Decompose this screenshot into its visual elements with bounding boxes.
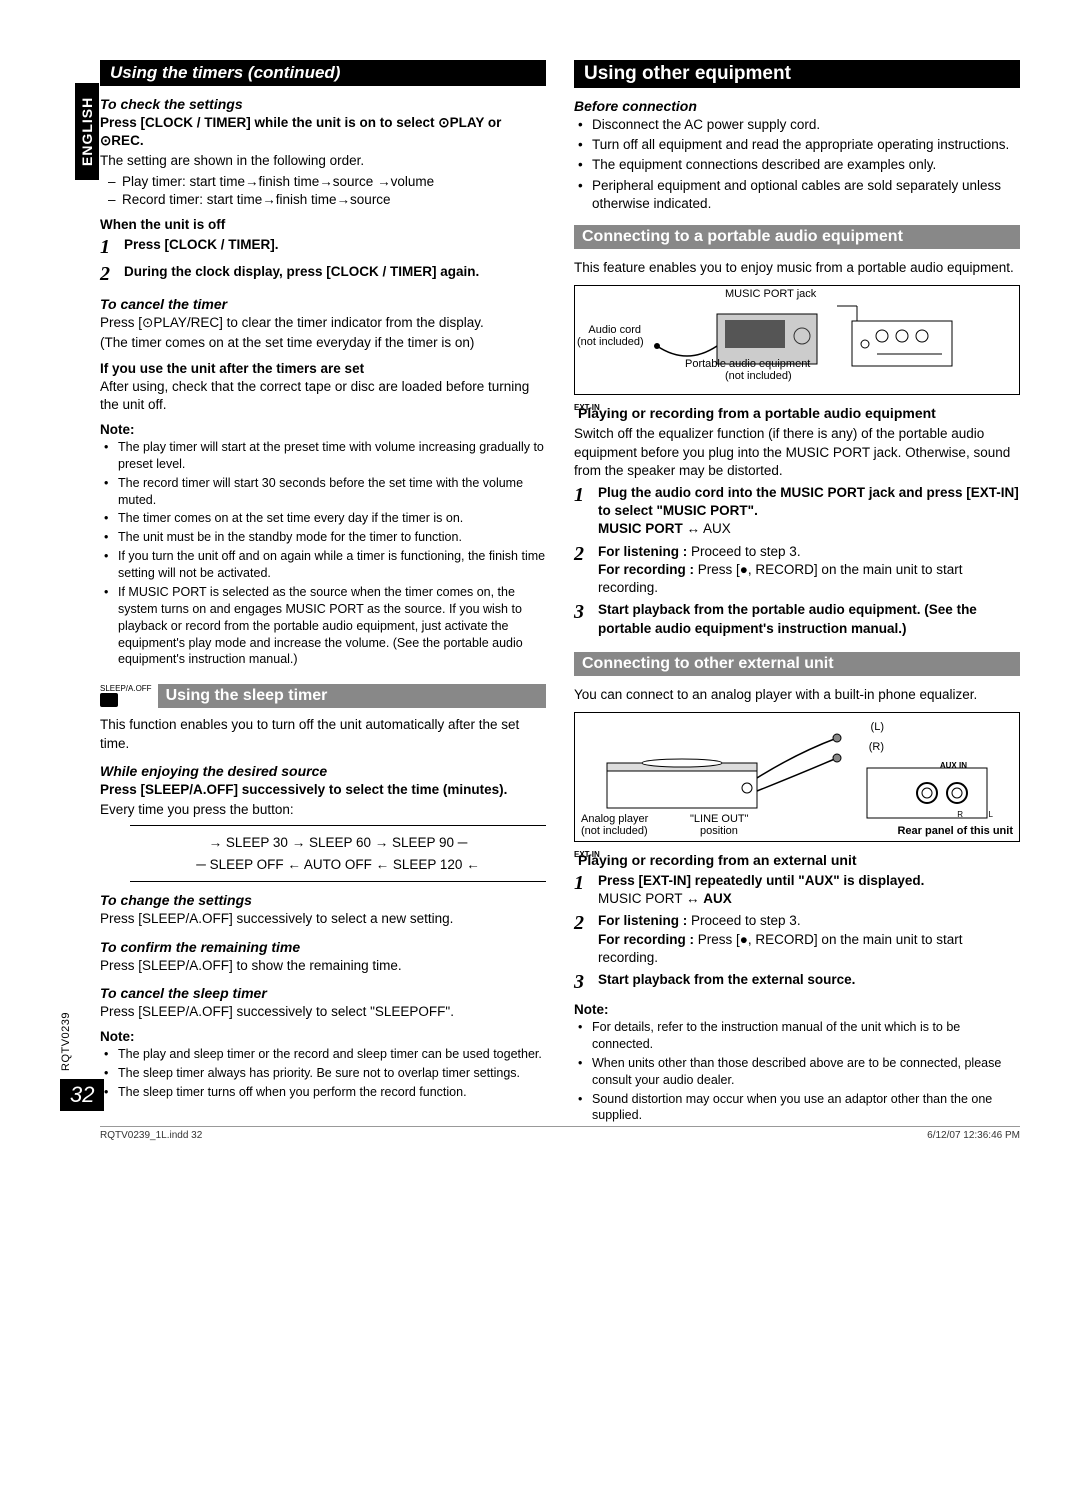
band-conn-portable: Connecting to a portable audio equipment xyxy=(574,225,1020,249)
language-tab: ENGLISH xyxy=(75,83,99,180)
diagram-ext: (L) (R) Analog player (not included) "LI… xyxy=(574,712,1020,842)
txt-cancel-sleep: Press [SLEEP/A.OFF] successively to sele… xyxy=(100,1003,546,1021)
hdr-confirm: To confirm the remaining time xyxy=(100,939,546,955)
txt-confirm: Press [SLEEP/A.OFF] to show the remainin… xyxy=(100,957,546,975)
step-port-1: 1 Plug the audio cord into the MUSIC POR… xyxy=(574,484,1020,539)
hdr-after-set: If you use the unit after the timers are… xyxy=(100,361,546,376)
hdr-play-portable: EXT-IN Playing or recording from a porta… xyxy=(574,405,1020,421)
sleep-cycle: → SLEEP 30 → SLEEP 60 → SLEEP 90 ─ ─ SLE… xyxy=(130,825,546,882)
step-off-2: 2During the clock display, press [CLOCK … xyxy=(100,263,546,286)
txt-while-cmd: Press [SLEEP/A.OFF] successively to sele… xyxy=(100,781,546,799)
txt-check-settings-cmd: Press [CLOCK / TIMER] while the unit is … xyxy=(100,114,546,150)
footer-timestamp: 6/12/07 12:36:46 PM xyxy=(927,1130,1020,1141)
hdr-note-r: Note: xyxy=(574,1002,1020,1017)
list-before: Disconnect the AC power supply cord. Tur… xyxy=(574,116,1020,213)
left-column: Using the timers (continued) To check th… xyxy=(100,60,546,1126)
right-column: Using other equipment Before connection … xyxy=(574,60,1020,1126)
diagram-portable: MUSIC PORT jack Audio cord (not included… xyxy=(574,285,1020,395)
sleep-icon xyxy=(100,693,118,707)
txt-after-set: After using, check that the correct tape… xyxy=(100,378,546,414)
hdr-cancel-timer: To cancel the timer xyxy=(100,296,546,312)
txt-check-intro: The setting are shown in the following o… xyxy=(100,152,546,170)
hdr-note2: Note: xyxy=(100,1029,546,1044)
hdr-change: To change the settings xyxy=(100,892,546,908)
txt-every: Every time you press the button: xyxy=(100,801,546,819)
list-check-order: Play timer: start time→finish time→sourc… xyxy=(100,173,546,209)
step-ext-3: 3 Start playback from the external sourc… xyxy=(574,971,1020,994)
list-notes-1: The play timer will start at the preset … xyxy=(100,439,546,668)
txt-play-portable: Switch off the equalizer function (if th… xyxy=(574,425,1020,480)
hdr-play-ext: EXT-IN Playing or recording from an exte… xyxy=(574,852,1020,868)
txt-conn-ext: You can connect to an analog player with… xyxy=(574,686,1020,704)
band-conn-ext: Connecting to other external unit xyxy=(574,652,1020,676)
step-ext-1: 1 Press [EXT-IN] repeatedly until "AUX" … xyxy=(574,872,1020,908)
sleep-title-row: SLEEP/A.OFF Using the sleep timer xyxy=(100,684,546,708)
txt-cancel-2: (The timer comes on at the set time ever… xyxy=(100,334,546,352)
txt-conn-portable: This feature enables you to enjoy music … xyxy=(574,259,1020,277)
hdr-note1: Note: xyxy=(100,422,546,437)
hdr-unit-off: When the unit is off xyxy=(100,217,546,232)
doc-id: RQTV0239 xyxy=(60,1012,72,1071)
hdr-before: Before connection xyxy=(574,98,1020,114)
hdr-while: While enjoying the desired source xyxy=(100,763,546,779)
band-other-equip: Using other equipment xyxy=(574,60,1020,88)
band-sleep: Using the sleep timer xyxy=(158,684,546,708)
page-number: 32 xyxy=(60,1079,104,1111)
txt-cancel-1: Press [⊙PLAY/REC] to clear the timer ind… xyxy=(100,314,546,332)
step-ext-2: 2 For listening : Proceed to step 3. For… xyxy=(574,912,1020,967)
list-notes-2: The play and sleep timer or the record a… xyxy=(100,1046,546,1101)
hdr-cancel-sleep: To cancel the sleep timer xyxy=(100,985,546,1001)
txt-sleep-intro: This function enables you to turn off th… xyxy=(100,716,546,752)
footer-file: RQTV0239_1L.indd 32 xyxy=(100,1130,202,1141)
txt-change: Press [SLEEP/A.OFF] successively to sele… xyxy=(100,910,546,928)
hdr-check-settings: To check the settings xyxy=(100,96,546,112)
step-off-1: 1Press [CLOCK / TIMER]. xyxy=(100,236,546,259)
step-port-3: 3 Start playback from the portable audio… xyxy=(574,601,1020,637)
footer: RQTV0239_1L.indd 32 6/12/07 12:36:46 PM xyxy=(100,1126,1020,1141)
step-port-2: 2 For listening : Proceed to step 3. For… xyxy=(574,543,1020,598)
list-notes-r: For details, refer to the instruction ma… xyxy=(574,1019,1020,1124)
band-timers: Using the timers (continued) xyxy=(100,60,546,86)
